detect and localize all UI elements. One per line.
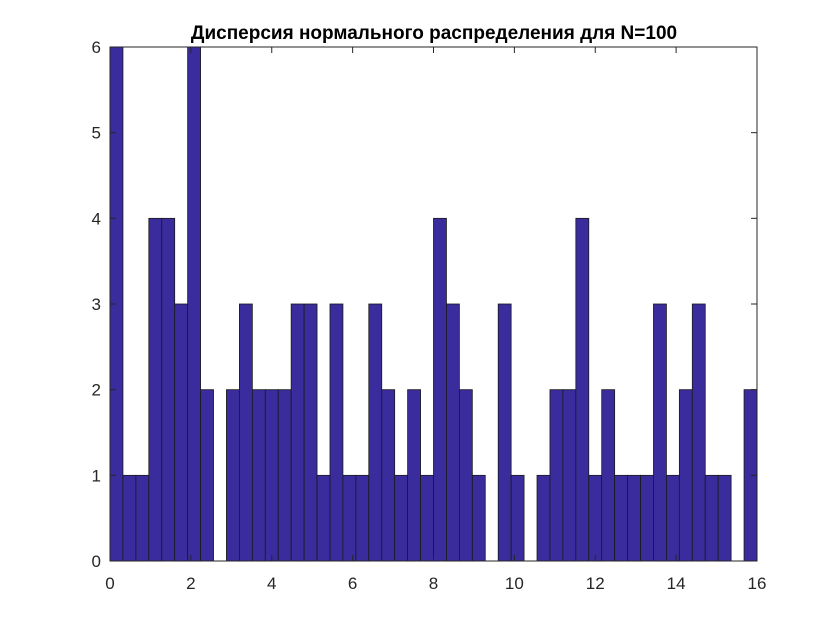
histogram-bar <box>290 303 305 562</box>
histogram-bar <box>329 303 344 562</box>
histogram-bar <box>355 474 370 562</box>
histogram-bar <box>640 474 654 562</box>
histogram-bar <box>614 474 628 562</box>
histogram-bar <box>394 474 409 562</box>
histogram-bar <box>381 389 396 562</box>
x-tick-label: 6 <box>348 574 357 593</box>
histogram-bar <box>342 474 357 562</box>
histogram-bar <box>122 474 137 562</box>
histogram-bar <box>264 389 279 562</box>
histogram-bar <box>536 474 551 562</box>
histogram-bar <box>627 474 641 562</box>
histogram-bar <box>368 303 383 562</box>
histogram-bar <box>704 474 719 562</box>
x-tick-label: 8 <box>429 574 438 593</box>
histogram-bar <box>653 303 667 562</box>
histogram-bar <box>691 303 706 562</box>
histogram-bar <box>510 474 525 562</box>
histogram-bar <box>588 474 603 562</box>
histogram-bar <box>601 389 616 562</box>
histogram-bar <box>433 217 447 562</box>
y-tick-label: 4 <box>92 209 101 228</box>
x-tick-label: 14 <box>667 574 686 593</box>
y-tick-label: 1 <box>92 466 101 485</box>
y-tick-label: 2 <box>92 381 101 400</box>
histogram-bar <box>497 303 512 562</box>
histogram-bar <box>238 303 253 562</box>
y-tick-label: 3 <box>92 295 101 314</box>
histogram-bar <box>200 389 214 562</box>
histogram-bar <box>303 303 318 562</box>
histogram-bar <box>666 474 680 562</box>
histogram-bar <box>562 389 577 562</box>
y-tick-label: 5 <box>92 124 101 143</box>
histogram-bar <box>135 474 150 562</box>
histogram-bar <box>316 474 331 562</box>
histogram-bar <box>717 474 732 562</box>
histogram-bar <box>446 303 460 562</box>
x-tick-label: 12 <box>586 574 605 593</box>
chart-title: Дисперсия нормального распределения для … <box>191 23 677 44</box>
x-tick-label: 16 <box>748 574 767 593</box>
histogram-bar <box>187 46 201 562</box>
x-tick-label: 0 <box>105 574 114 593</box>
histogram-bar <box>678 389 693 562</box>
histogram-bar <box>277 389 292 562</box>
histogram-bar <box>161 217 176 562</box>
histogram-bar <box>458 389 473 562</box>
histogram-bar <box>471 474 486 562</box>
histogram-bar <box>549 389 564 562</box>
histogram-bar <box>226 389 240 562</box>
x-tick-label: 2 <box>186 574 195 593</box>
histogram-bar <box>251 389 266 562</box>
y-tick-label: 0 <box>92 552 101 571</box>
histogram-bar <box>575 217 590 562</box>
histogram-bar <box>148 217 163 562</box>
histogram-bar <box>407 389 421 562</box>
y-tick-label: 6 <box>92 38 101 57</box>
bars-group <box>109 46 758 562</box>
histogram-bar <box>174 303 189 562</box>
histogram-bar <box>420 474 434 562</box>
x-tick-label: 4 <box>267 574 276 593</box>
x-tick-label: 10 <box>505 574 524 593</box>
